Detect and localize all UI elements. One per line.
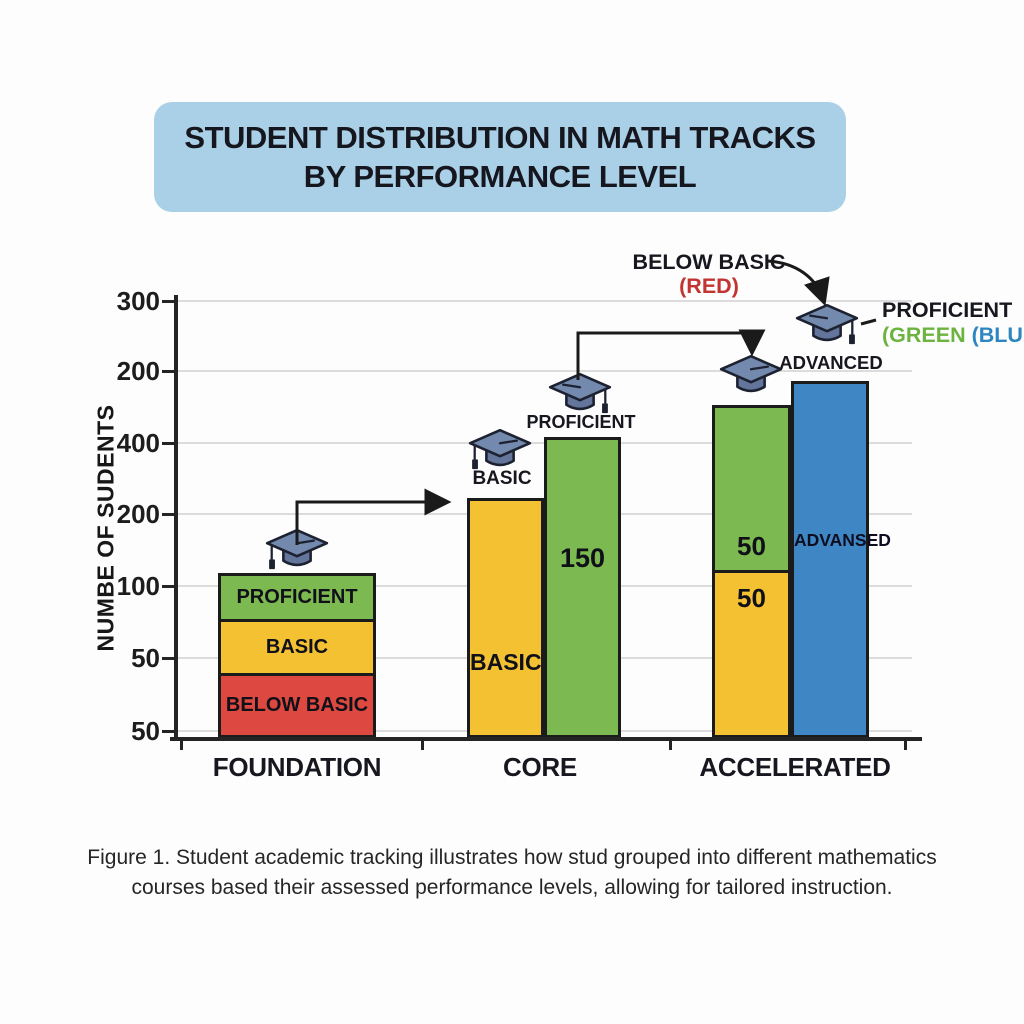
graduation-cap-icon xyxy=(795,303,859,345)
chart-title-line-1: STUDENT DISTRIBUTION IN MATH TRACKS xyxy=(184,120,816,155)
y-tick-mark xyxy=(162,370,175,373)
advanced-cap-label: ADVANCED xyxy=(779,352,883,373)
figure-caption-line-1: Figure 1. Student academic tracking illu… xyxy=(87,846,937,869)
figure-caption-line-2: courses based their assessed performance… xyxy=(131,876,893,899)
graduation-cap-icon xyxy=(719,354,783,393)
y-tick-label: 50 xyxy=(131,716,160,746)
gridline xyxy=(178,300,912,302)
segment-value: 50 xyxy=(737,583,766,613)
bar-core-proficient-value: 150 xyxy=(559,543,606,573)
y-tick-label: 100 xyxy=(116,571,160,601)
x-axis-line xyxy=(170,737,922,741)
chart-title-box: STUDENT DISTRIBUTION IN MATH TRACKS BY P… xyxy=(154,102,846,212)
x-tick-mark xyxy=(904,741,907,750)
y-tick-label: 200 xyxy=(116,499,160,529)
segment-foundation-proficient: PROFICIENT xyxy=(218,573,376,622)
graduation-cap-icon xyxy=(265,528,329,570)
x-tick-mark xyxy=(421,741,424,750)
segment-label: BELOW BASIC xyxy=(225,694,369,716)
x-axis-label-foundation: FOUNDATION xyxy=(212,752,382,782)
y-axis-line xyxy=(174,295,178,741)
bar-core-proficient: 150 xyxy=(544,437,621,738)
segment-label: BASIC xyxy=(265,636,329,658)
figure-caption: Figure 1. Student academic tracking illu… xyxy=(60,843,964,903)
x-tick-mark xyxy=(180,741,183,750)
y-tick-mark xyxy=(162,730,175,733)
y-tick-mark xyxy=(162,442,175,445)
blue-color-text: (BLUE xyxy=(971,323,1024,347)
y-tick-mark xyxy=(162,657,175,660)
legend-dash xyxy=(860,318,877,326)
green-color-text: (GREEN xyxy=(882,323,966,347)
segment-value: 50 xyxy=(737,531,766,561)
below-basic-annotation-text: BELOW BASIC xyxy=(632,250,786,274)
below-basic-annotation-color: (RED) xyxy=(679,274,739,298)
x-axis-label-core: CORE xyxy=(503,752,577,782)
y-tick-mark xyxy=(162,513,175,516)
bar-core-basic-label: BASIC xyxy=(470,649,542,675)
chart-title-line-2: BY PERFORMANCE LEVEL xyxy=(303,159,697,194)
x-axis-label-accelerated: ACCELERATED xyxy=(699,752,891,782)
bar-foundation-stacked: PROFICIENT BASIC BELOW BASIC xyxy=(218,573,376,738)
y-tick-mark xyxy=(162,300,175,303)
graduation-cap-icon xyxy=(548,372,612,414)
bar-accelerated-advanced: ADVANSED xyxy=(791,381,891,738)
segment-accelerated-basic: 50 xyxy=(712,570,791,738)
bar-advanced-label: ADVANSED xyxy=(794,530,891,550)
segment-label: PROFICIENT xyxy=(236,586,358,608)
y-tick-label: 300 xyxy=(116,286,160,316)
core-basic-cap-label: BASIC xyxy=(472,468,532,489)
y-tick-label: 200 xyxy=(116,356,160,386)
core-proficient-cap-label: PROFICIENT xyxy=(526,412,636,432)
y-tick-label: 400 xyxy=(116,428,160,458)
segment-foundation-below-basic: BELOW BASIC xyxy=(218,673,376,738)
segment-foundation-basic: BASIC xyxy=(218,619,376,676)
below-basic-annotation: BELOW BASIC (RED) xyxy=(628,250,790,298)
x-tick-mark xyxy=(669,741,672,750)
gridline xyxy=(178,370,912,372)
proficient-annotation-text: PROFICIENT xyxy=(882,298,1013,322)
y-tick-mark xyxy=(162,585,175,588)
proficient-annotation-colors: (GREEN (BLUE) xyxy=(882,323,1024,348)
segment-accelerated-proficient: 50 xyxy=(712,405,791,573)
graduation-cap-icon xyxy=(468,428,532,470)
bar-core-basic: BASIC xyxy=(467,498,544,738)
y-tick-label: 50 xyxy=(131,643,160,673)
proficient-annotation: PROFICIENT (GREEN (BLUE) xyxy=(882,298,1024,348)
bar-accelerated-stacked: 50 50 xyxy=(712,405,791,738)
